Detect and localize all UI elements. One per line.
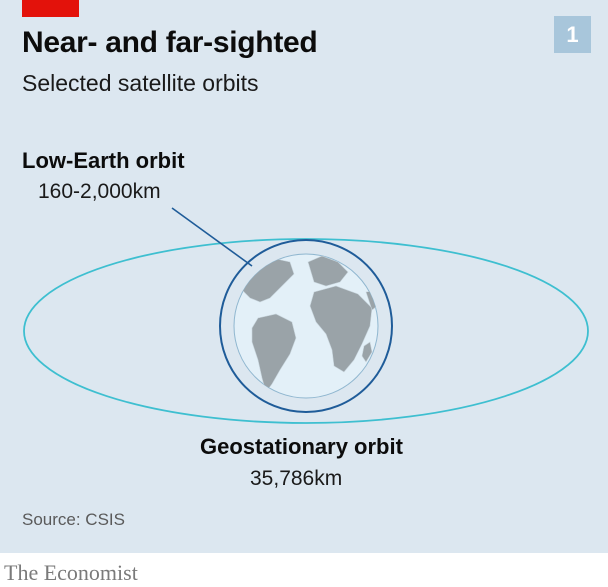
orbit-diagram [23,207,589,424]
chart-number-badge: 1 [554,16,591,53]
low-earth-orbit-leader-line [171,207,253,267]
source-note: Source: CSIS [22,510,125,529]
geostationary-orbit-label: Geostationary orbit [200,434,403,459]
low-earth-orbit-circle [219,239,393,413]
south-america-landmass [251,313,297,393]
chart-title: Near- and far-sighted [22,26,318,59]
low-earth-orbit-range: 160-2,000km [38,180,161,203]
europe-landmass [307,255,349,287]
africa-landmass [309,285,373,373]
geostationary-orbit-range: 35,786km [250,467,343,490]
madagascar-landmass [361,341,373,363]
earth-globe-icon [233,253,379,399]
chart-subtitle: Selected satellite orbits [22,70,259,96]
low-earth-orbit-label: Low-Earth orbit [22,148,185,173]
publication-brand: The Economist [4,560,138,585]
brand-red-tag [22,0,79,17]
